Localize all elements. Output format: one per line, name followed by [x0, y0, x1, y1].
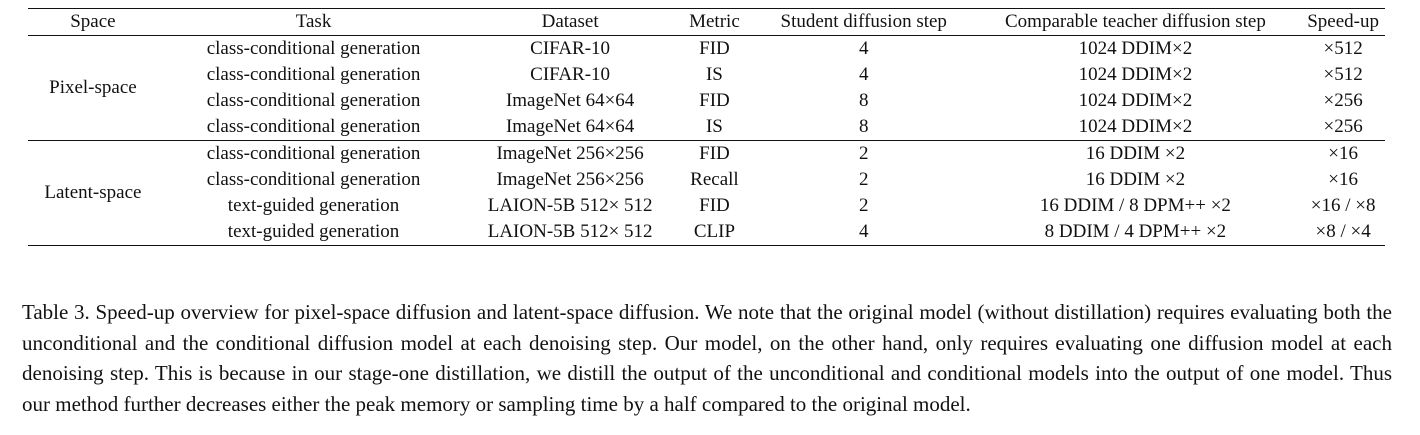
cell-speedup: ×256 [1323, 90, 1363, 111]
table-row: Pixel-space class-conditional generation… [28, 36, 1385, 98]
cell-task: text-guided generation [227, 221, 400, 242]
cell-teacher-step: 8 DDIM / 4 DPM++ ×2 [1044, 221, 1227, 242]
cell-dataset: ImageNet 256×256 [496, 143, 644, 164]
cell-teacher-step: 16 DDIM / 8 DPM++ ×2 [1039, 195, 1231, 216]
cell-student-step: 4 [858, 221, 869, 242]
cell-teacher-step: 16 DDIM ×2 [1085, 169, 1186, 190]
cell-student-step: 8 [858, 90, 869, 111]
space-label-pixel: Pixel-space [49, 77, 137, 98]
cell-dataset: ImageNet 64×64 [505, 116, 635, 137]
header-task: Task [295, 11, 332, 32]
cell-student-step: 2 [858, 195, 869, 216]
cell-metric: IS [705, 116, 723, 137]
cell-speedup: ×512 [1323, 38, 1363, 59]
cell-metric: FID [699, 38, 730, 59]
cell-task: class-conditional generation [206, 116, 421, 137]
cell-teacher-step: 16 DDIM ×2 [1085, 143, 1186, 164]
cell-student-step: 2 [858, 143, 869, 164]
cell-task: class-conditional generation [206, 169, 421, 190]
cell-metric: FID [699, 90, 730, 111]
cell-speedup: ×256 [1323, 116, 1363, 137]
table-row: text-guided generation LAION-5B 512× 512… [28, 219, 1385, 246]
table-row: class-conditional generation CIFAR-10 IS… [28, 62, 1385, 88]
cell-student-step: 2 [858, 169, 869, 190]
cell-speedup: ×8 / ×4 [1315, 221, 1371, 242]
cell-speedup: ×16 [1328, 143, 1358, 164]
table-header-row: Space Task Dataset Metric Student diffus… [28, 8, 1385, 36]
cell-dataset: ImageNet 64×64 [505, 90, 635, 111]
speedup-table-container: Space Task Dataset Metric Student diffus… [28, 8, 1385, 246]
cell-metric: FID [699, 143, 730, 164]
header-space: Space [70, 11, 116, 32]
cell-task: text-guided generation [227, 195, 400, 216]
table-caption: Table 3. Speed-up overview for pixel-spa… [22, 300, 1392, 416]
cell-teacher-step: 1024 DDIM×2 [1078, 64, 1193, 85]
cell-task: class-conditional generation [206, 38, 421, 59]
cell-task: class-conditional generation [206, 90, 421, 111]
cell-metric: FID [699, 195, 730, 216]
cell-metric: IS [705, 64, 723, 85]
cell-metric: CLIP [693, 221, 736, 242]
header-speedup: Speed-up [1307, 11, 1379, 32]
cell-dataset: LAION-5B 512× 512 [487, 221, 653, 242]
cell-teacher-step: 1024 DDIM×2 [1078, 116, 1193, 137]
cell-dataset: ImageNet 256×256 [496, 169, 644, 190]
cell-teacher-step: 1024 DDIM×2 [1078, 90, 1193, 111]
cell-speedup: ×16 [1328, 169, 1358, 190]
header-dataset: Dataset [541, 11, 599, 32]
table-row: class-conditional generation ImageNet 64… [28, 88, 1385, 114]
cell-task: class-conditional generation [206, 143, 421, 164]
cell-teacher-step: 1024 DDIM×2 [1078, 38, 1193, 59]
table-row: Latent-space class-conditional generatio… [28, 141, 1385, 203]
cell-speedup: ×512 [1323, 64, 1363, 85]
cell-speedup: ×16 / ×8 [1310, 195, 1376, 216]
cell-student-step: 4 [858, 64, 869, 85]
speedup-table: Space Task Dataset Metric Student diffus… [28, 8, 1385, 246]
table-row: class-conditional generation ImageNet 25… [28, 167, 1385, 193]
cell-dataset: CIFAR-10 [530, 64, 611, 85]
cell-dataset: LAION-5B 512× 512 [487, 195, 653, 216]
cell-student-step: 4 [858, 38, 869, 59]
header-student-step: Student diffusion step [780, 11, 947, 32]
table-row: text-guided generation LAION-5B 512× 512… [28, 193, 1385, 219]
cell-metric: Recall [690, 169, 739, 190]
cell-task: class-conditional generation [206, 64, 421, 85]
header-teacher-step: Comparable teacher diffusion step [1005, 11, 1266, 32]
space-label-latent: Latent-space [44, 182, 142, 203]
table-row: class-conditional generation ImageNet 64… [28, 114, 1385, 141]
cell-student-step: 8 [858, 116, 869, 137]
cell-dataset: CIFAR-10 [530, 38, 611, 59]
header-metric: Metric [689, 11, 740, 32]
